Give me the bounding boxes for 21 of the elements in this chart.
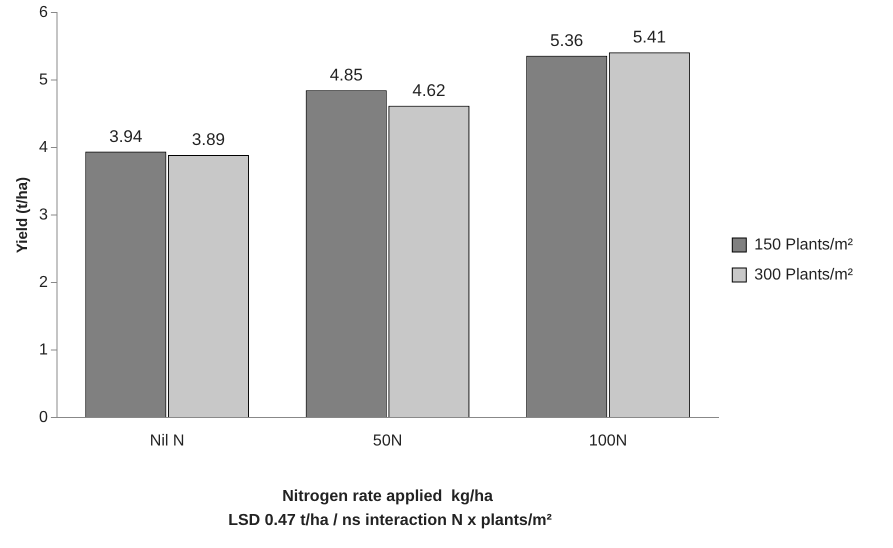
data-label: 5.41 [632, 28, 666, 47]
x-tick-label: 50N [372, 432, 402, 450]
y-tick-label: 1 [38, 342, 48, 359]
data-label: 5.36 [550, 30, 584, 50]
data-label: 4.62 [412, 80, 446, 100]
data-label: 3.94 [109, 126, 142, 146]
y-tick-label: 6 [38, 4, 48, 22]
x-axis-title: Nitrogen rate applied kg/ha [282, 488, 494, 505]
text: LSD 0.47 t/ha / ns interaction N x plants/m² [227, 512, 553, 530]
legend-label: 300 Plants/m² [754, 266, 854, 284]
x-tick-label: 100N [588, 432, 628, 450]
y-tick-label: 2 [38, 274, 48, 292]
y-tick-label: 3 [38, 206, 48, 224]
y-tick-label: 5 [38, 72, 48, 89]
data-label: 3.89 [192, 130, 226, 150]
y-tick-label: 4 [38, 139, 48, 156]
y-axis-title: Yield (t/ha) [14, 177, 32, 254]
legend-label: 150 Plants/m² [754, 236, 854, 254]
x-tick-label: Nil N [150, 432, 184, 450]
data-label: 4.85 [330, 65, 363, 84]
y-tick-label: 0 [38, 409, 48, 426]
